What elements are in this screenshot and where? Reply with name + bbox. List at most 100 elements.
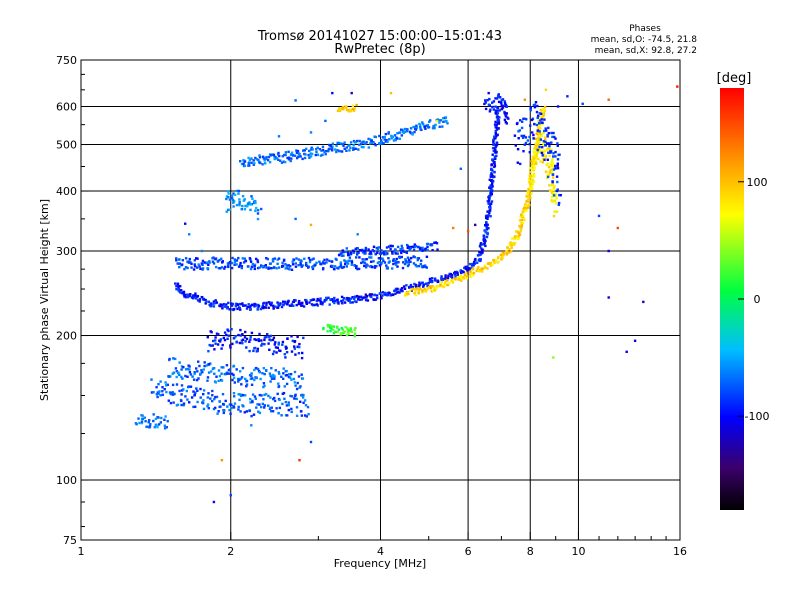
- data-point: [182, 366, 185, 369]
- data-point: [212, 302, 215, 305]
- data-point: [261, 155, 265, 158]
- data-point: [549, 184, 552, 187]
- data-point: [277, 341, 280, 344]
- data-point: [531, 178, 534, 181]
- data-point: [266, 257, 269, 261]
- data-point: [277, 158, 280, 161]
- data-point: [307, 413, 310, 416]
- data-point: [457, 276, 460, 279]
- data-point: [530, 192, 533, 195]
- data-point: [163, 424, 166, 427]
- data-point: [316, 297, 319, 301]
- data-point: [180, 291, 184, 295]
- data-point: [515, 122, 519, 126]
- data-point: [220, 347, 223, 350]
- data-point: [489, 264, 492, 267]
- data-point: [186, 266, 189, 270]
- data-point: [189, 261, 192, 264]
- data-point: [249, 260, 253, 263]
- colorbar-tick-label: -100: [745, 410, 770, 423]
- data-point: [488, 178, 491, 181]
- data-point: [258, 161, 261, 164]
- data-point: [325, 261, 328, 264]
- data-point: [536, 148, 539, 152]
- data-point: [481, 270, 484, 273]
- data-point: [271, 260, 275, 263]
- data-point: [213, 397, 216, 401]
- data-point: [538, 112, 541, 115]
- data-point: [478, 257, 481, 261]
- data-point: [237, 408, 240, 411]
- data-point: [538, 131, 542, 135]
- data-point: [208, 261, 211, 264]
- data-point: [394, 260, 397, 263]
- data-point: [388, 138, 391, 141]
- data-point: [164, 381, 167, 384]
- data-point: [487, 91, 490, 95]
- data-point: [525, 207, 528, 211]
- data-point: [178, 361, 181, 364]
- data-point: [351, 107, 355, 111]
- data-point: [326, 330, 329, 333]
- data-point: [285, 264, 288, 267]
- data-point: [428, 277, 432, 281]
- data-point: [270, 301, 273, 304]
- data-point: [193, 263, 196, 266]
- data-point: [548, 144, 551, 148]
- data-point: [532, 180, 536, 184]
- data-point: [513, 237, 516, 240]
- data-point: [276, 258, 279, 261]
- data-point: [207, 407, 210, 410]
- data-point: [453, 273, 457, 276]
- data-point: [340, 150, 344, 153]
- data-point: [420, 259, 423, 262]
- data-point: [290, 395, 294, 398]
- data-point: [342, 107, 345, 111]
- data-point: [537, 144, 540, 147]
- data-point: [185, 389, 188, 393]
- data-point: [355, 266, 358, 270]
- data-point: [446, 284, 449, 287]
- data-point: [396, 245, 400, 249]
- data-point: [542, 149, 545, 152]
- data-point: [210, 370, 213, 373]
- data-point: [157, 416, 160, 419]
- data-point: [331, 91, 334, 95]
- data-point: [305, 261, 308, 265]
- data-point: [548, 184, 551, 187]
- data-point: [523, 143, 526, 146]
- data-point: [298, 386, 301, 389]
- data-point: [253, 162, 256, 165]
- data-point: [159, 394, 162, 397]
- data-point: [289, 373, 293, 376]
- data-point: [305, 264, 309, 267]
- data-point: [177, 258, 181, 261]
- data-point: [303, 257, 306, 260]
- data-point: [172, 371, 176, 374]
- data-point: [215, 375, 218, 378]
- data-point: [554, 193, 557, 196]
- data-point: [323, 300, 326, 303]
- data-point: [433, 126, 436, 130]
- data-point: [466, 265, 469, 268]
- data-point: [386, 266, 389, 269]
- data-point: [426, 245, 429, 249]
- data-point: [533, 166, 536, 169]
- data-point: [356, 233, 359, 236]
- data-point: [281, 261, 284, 264]
- data-point: [290, 151, 294, 154]
- data-point: [219, 405, 222, 408]
- data-point: [198, 364, 201, 368]
- data-point: [529, 196, 532, 200]
- data-point: [538, 145, 541, 149]
- data-point: [254, 156, 257, 160]
- data-point: [313, 263, 316, 266]
- data-point: [230, 194, 234, 198]
- data-point: [547, 151, 550, 154]
- data-point: [396, 137, 399, 140]
- data-point: [522, 214, 525, 217]
- data-point: [268, 348, 271, 351]
- data-point: [393, 289, 396, 293]
- data-point: [182, 388, 185, 391]
